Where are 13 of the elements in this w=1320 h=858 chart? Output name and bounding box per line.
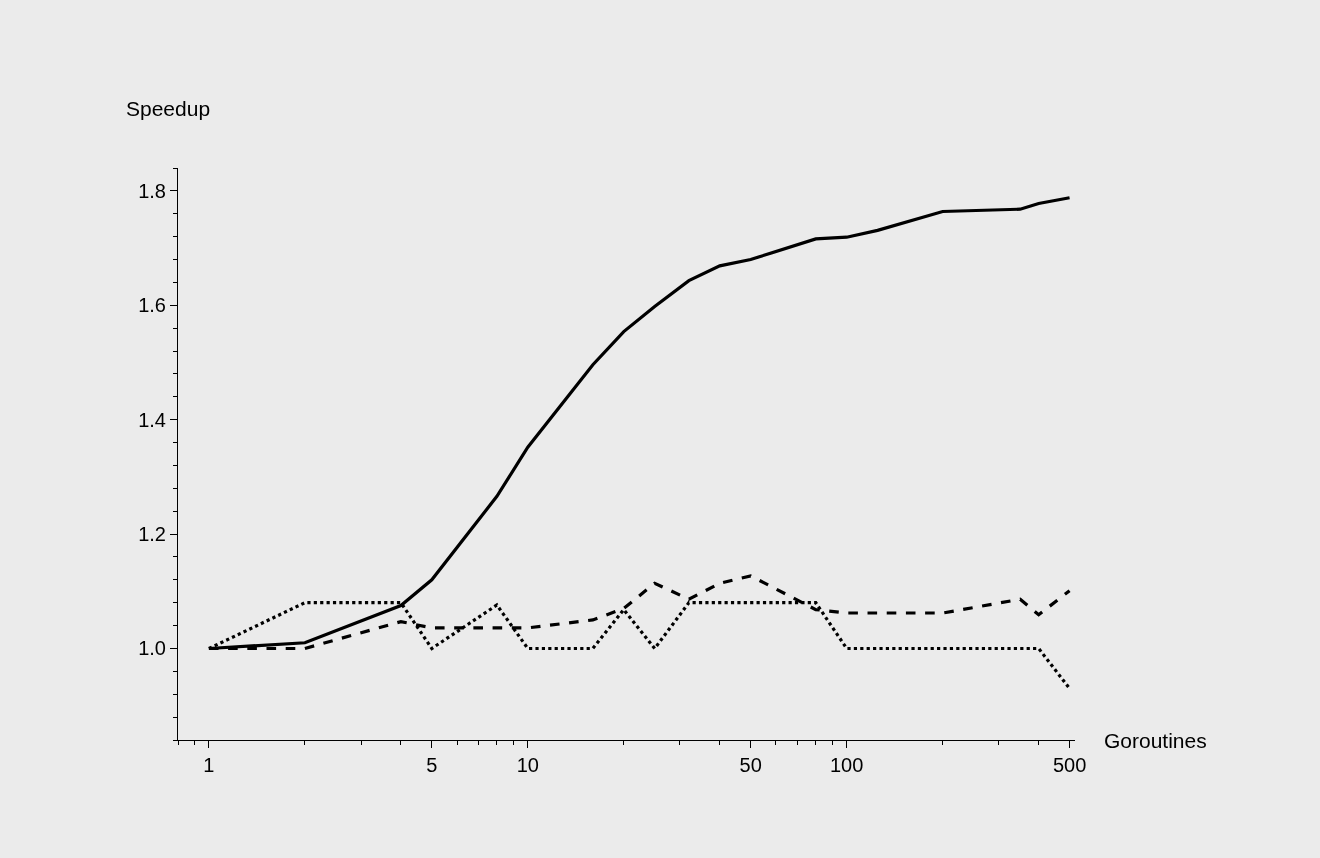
y-tick-label: 1.4 (138, 408, 166, 431)
y-tick-label: 1.0 (138, 637, 166, 660)
y-tick-label: 1.8 (138, 179, 166, 202)
x-tick-label: 500 (1052, 754, 1087, 776)
x-tick-label: 100 (829, 754, 864, 776)
x-tick-label: 50 (739, 754, 762, 776)
x-tick-label: 1 (203, 754, 215, 776)
y-tick-label: 1.2 (138, 523, 166, 546)
y-axis-title: Speedup (126, 97, 211, 120)
y-tick-label: 1.6 (138, 294, 166, 317)
x-axis-title: Goroutines (1104, 729, 1207, 752)
x-tick-label: 10 (516, 754, 539, 776)
x-tick-label: 5 (426, 754, 438, 776)
